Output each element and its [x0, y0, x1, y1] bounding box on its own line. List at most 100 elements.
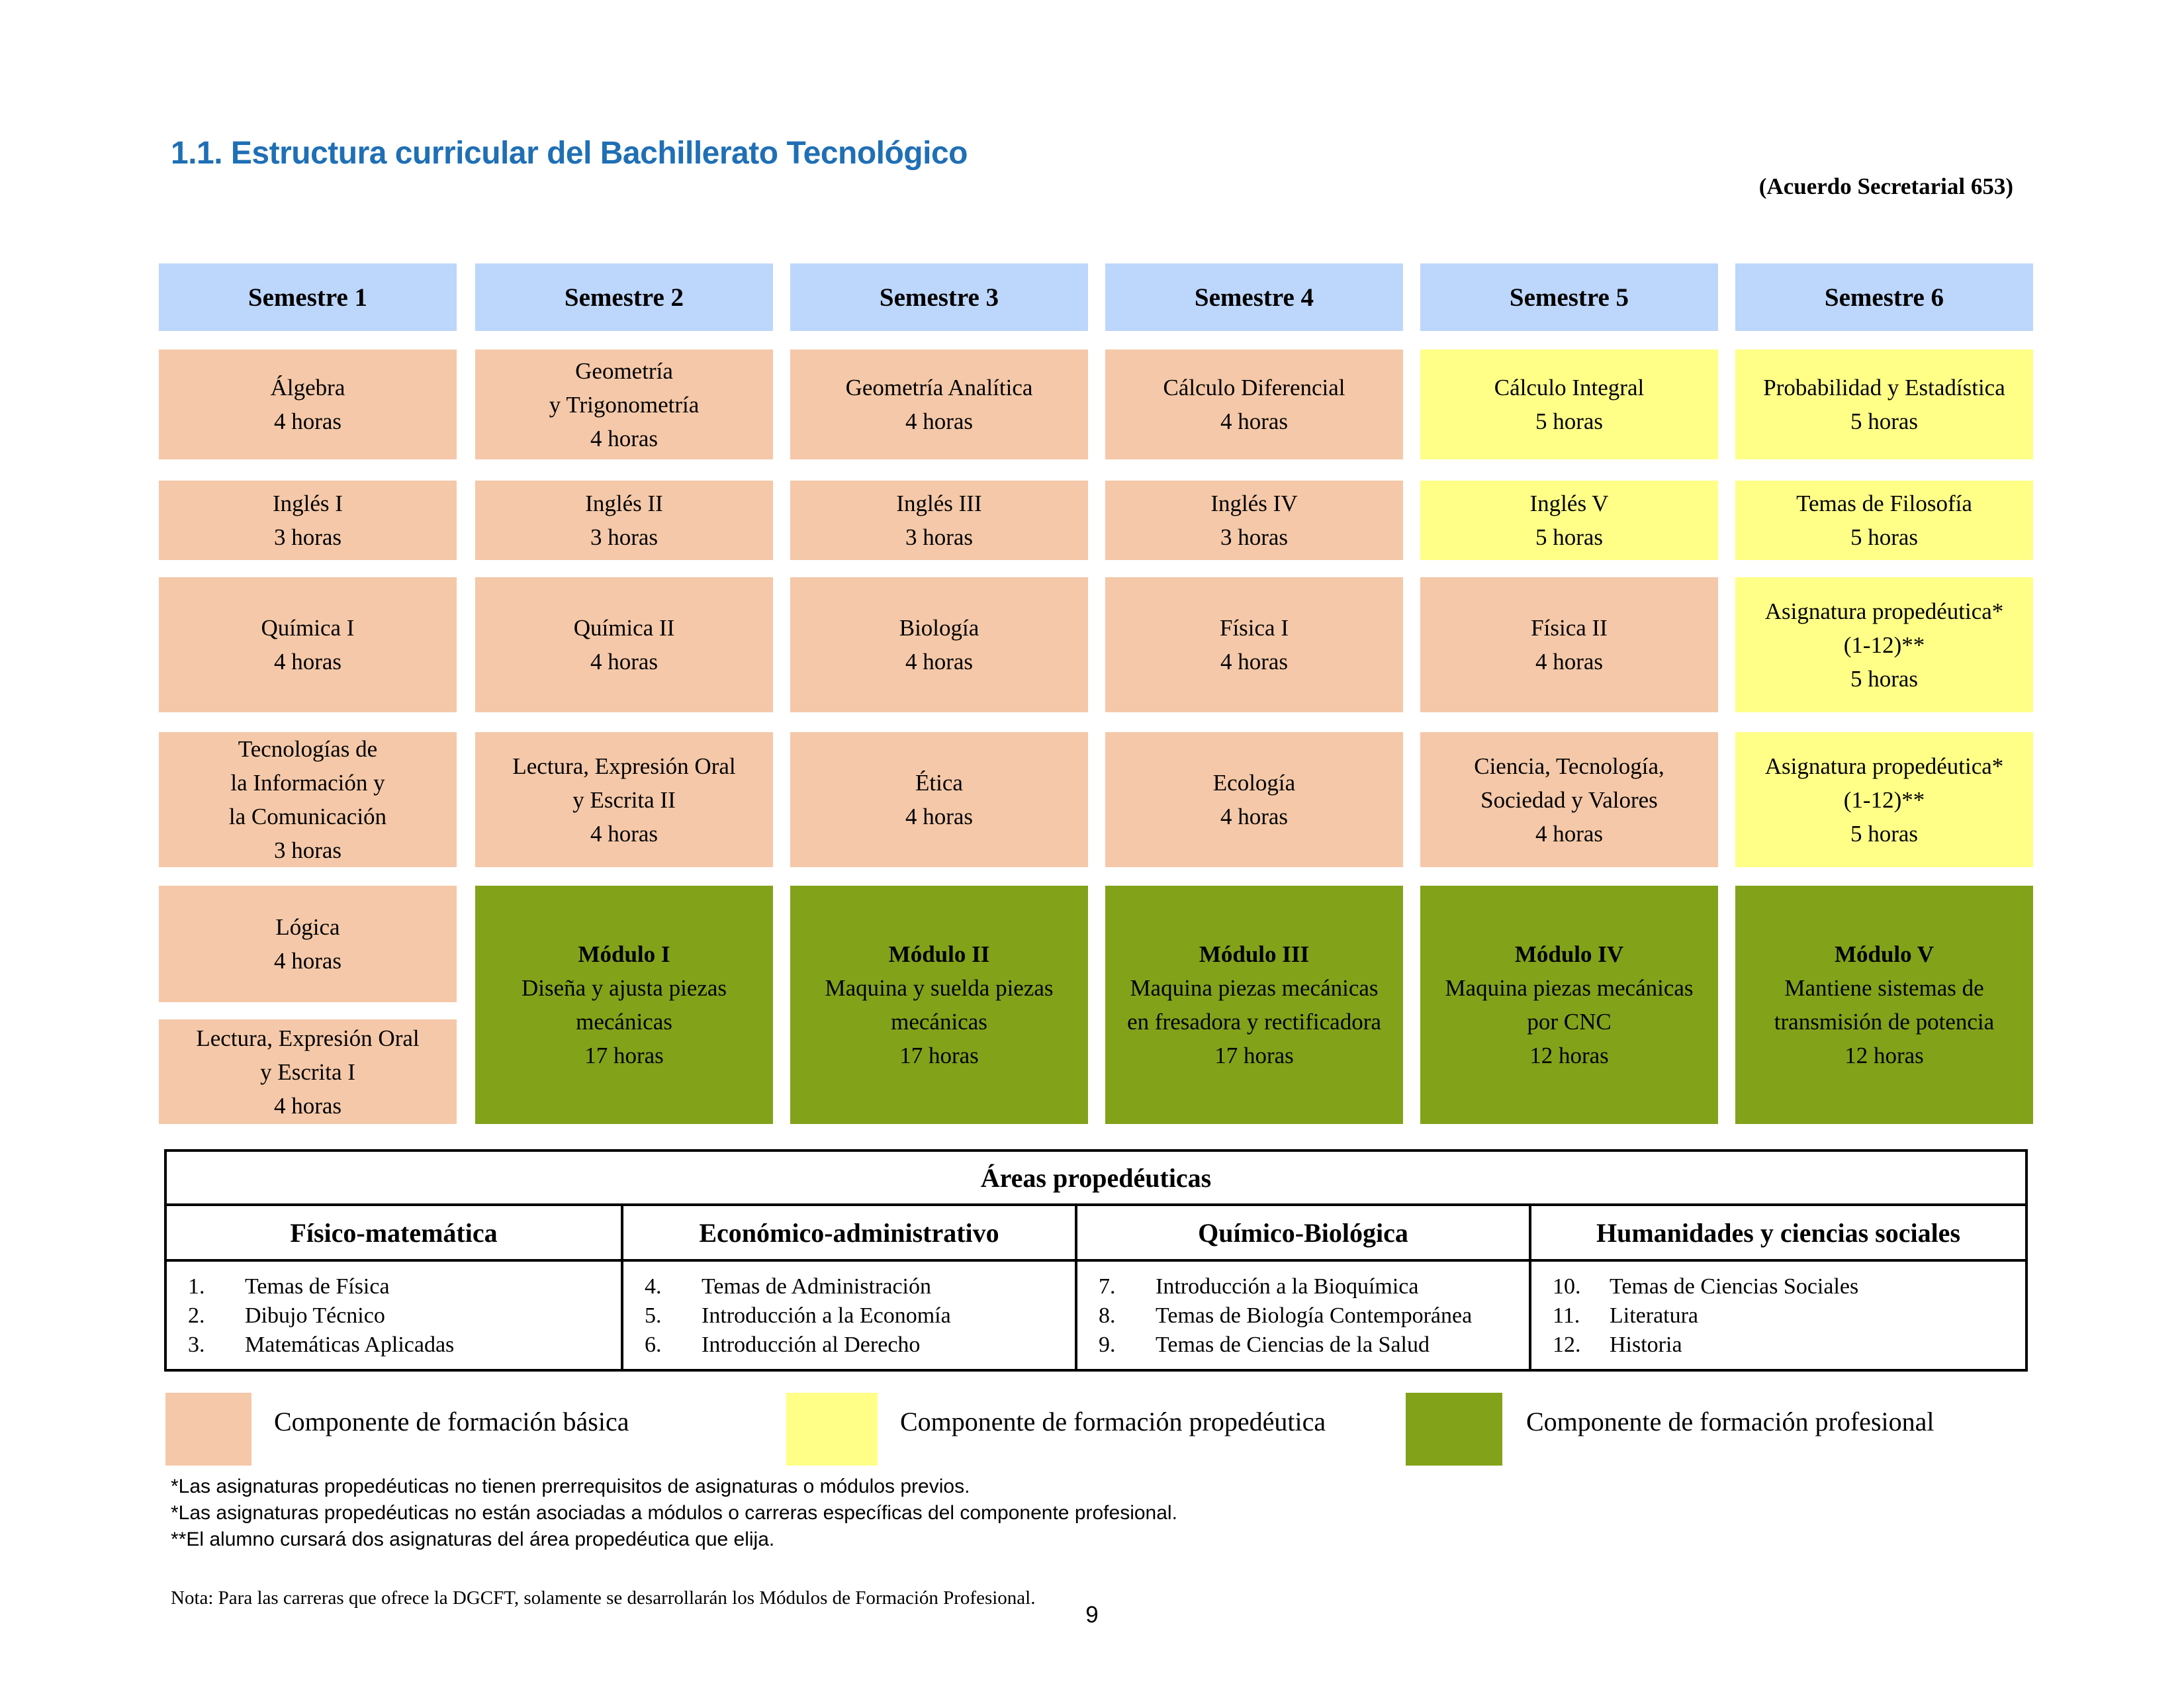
semester-header-label: Semestre 6: [1824, 283, 1944, 312]
subject-line: 5 horas: [1850, 408, 1919, 434]
subject-line: 17 horas: [1214, 1043, 1294, 1068]
module-title: Módulo IV: [1514, 941, 1624, 967]
module-cell: Módulo II Maquina y suelda piezas mecánica…: [790, 886, 1088, 1124]
subject-line: 4 horas: [1535, 649, 1604, 675]
list-item-text: Literatura: [1610, 1303, 1699, 1328]
module-title: Módulo II: [888, 941, 990, 967]
subject-cell: Física II 4 horas: [1420, 577, 1718, 712]
module-title: Módulo I: [578, 941, 670, 967]
module-cell: Módulo IV Maquina piezas mecánicas por CNC…: [1420, 886, 1718, 1124]
subject-line: 5 horas: [1850, 820, 1919, 847]
subject-line: y Trigonometría: [549, 391, 700, 418]
subject-line: 4 horas: [273, 1092, 342, 1119]
page-number: 9: [1085, 1602, 1099, 1628]
list-item: 4. Temas de Administración: [645, 1272, 1075, 1301]
subject-cell: Física I 4 horas: [1105, 577, 1403, 712]
agreement-reference: (Acuerdo Secretarial 653): [1758, 173, 2013, 199]
semester-header-label: Semestre 4: [1194, 283, 1314, 312]
subject-line: Probabilidad y Estadística: [1763, 375, 2005, 400]
subject-cell: Inglés V 5 horas: [1420, 481, 1718, 560]
list-item-number: 10.: [1553, 1274, 1581, 1299]
list-item: 8. Temas de Biología Contemporánea: [1099, 1301, 1529, 1331]
list-item-number: 7.: [1099, 1274, 1116, 1299]
list-item-text: Temas de Física: [245, 1274, 390, 1299]
subject-cell: Ciencia, Tecnología, Sociedad y Valores 4 …: [1420, 732, 1718, 867]
area-column: Económico-administrativo 4. Temas de Admin…: [621, 1206, 1075, 1369]
subject-line: Ciencia, Tecnología,: [1474, 753, 1664, 779]
list-item: 9. Temas de Ciencias de la Salud: [1099, 1331, 1529, 1360]
list-item-number: 1.: [188, 1274, 205, 1299]
subject-line: 5 horas: [1535, 524, 1604, 550]
list-item-text: Introducción a la Bioquímica: [1156, 1274, 1419, 1299]
subject-line: Ética: [915, 770, 963, 796]
subject-cell: Química II 4 horas: [475, 577, 773, 712]
areas-title: Áreas propedéuticas: [167, 1152, 2025, 1206]
subject-line: 4 horas: [273, 649, 342, 675]
subject-line: Geometría Analítica: [845, 375, 1033, 400]
area-heading: Humanidades y ciencias sociales: [1531, 1206, 2025, 1262]
list-item-text: Dibujo Técnico: [245, 1303, 385, 1328]
semester-header: Semestre 5: [1420, 263, 1718, 331]
subject-line: la Comunicación: [228, 804, 387, 829]
subject-line: Inglés V: [1529, 491, 1609, 516]
subject-cell: Geometría Analítica 4 horas: [790, 350, 1088, 459]
subject-cell: Álgebra 4 horas: [159, 350, 457, 459]
subject-line: transmisión de potencia: [1774, 1009, 1995, 1035]
footnote: *Las asignaturas propedéuticas no están …: [171, 1502, 1177, 1524]
semester-header: Semestre 1: [159, 263, 457, 331]
subject-line: 3 horas: [273, 524, 342, 550]
subject-cell: Inglés III 3 horas: [790, 481, 1088, 560]
subject-line: mecánicas: [576, 1009, 672, 1035]
area-list: 10. Temas de Ciencias Sociales 11. Literatu…: [1531, 1262, 2025, 1360]
subject-line: 4 horas: [590, 425, 659, 451]
subject-line: 3 horas: [905, 524, 974, 550]
subject-line: Maquina piezas mecánicas: [1445, 975, 1694, 1001]
subject-line: Lectura, Expresión Oral: [512, 753, 736, 779]
subject-line: 3 horas: [1220, 524, 1289, 550]
semester-header: Semestre 2: [475, 263, 773, 331]
list-item-text: Temas de Ciencias de la Salud: [1156, 1333, 1430, 1357]
subject-line: Inglés IV: [1210, 491, 1298, 516]
footnote: *Las asignaturas propedéuticas no tienen…: [171, 1476, 970, 1497]
subject-line: 4 horas: [1220, 804, 1289, 829]
subject-line: 17 horas: [584, 1043, 664, 1068]
list-item: 3. Matemáticas Aplicadas: [188, 1331, 621, 1360]
subject-cell: Geometría y Trigonometría 4 horas: [475, 350, 773, 459]
subject-line: Inglés I: [273, 491, 343, 516]
subject-line: Física II: [1531, 615, 1608, 641]
subject-line: Sociedad y Valores: [1480, 786, 1658, 813]
subject-line: Diseña y ajusta piezas: [521, 975, 727, 1001]
subject-line: Asignatura propedéutica*: [1764, 598, 2004, 624]
subject-cell: Lectura, Expresión Oral y Escrita I 4 hora…: [159, 1019, 457, 1124]
list-item-number: 4.: [645, 1274, 662, 1299]
list-item-number: 11.: [1553, 1303, 1580, 1328]
subject-line: Geometría: [575, 357, 673, 384]
subject-line: 4 horas: [273, 948, 342, 974]
legend-swatch-basic: [165, 1393, 251, 1466]
subject-line: 5 horas: [1850, 524, 1919, 550]
legend-label-basic: Componente de formación básica: [274, 1407, 629, 1436]
semester-header: Semestre 6: [1735, 263, 2033, 331]
subject-cell: Temas de Filosofía 5 horas: [1735, 481, 2033, 560]
list-item-text: Introducción a la Economía: [702, 1303, 951, 1328]
area-heading: Físico-matemática: [167, 1206, 621, 1262]
subject-line: Mantiene sistemas de: [1784, 975, 1984, 1001]
subject-cell: Biología 4 horas: [790, 577, 1088, 712]
list-item: 5. Introducción a la Economía: [645, 1301, 1075, 1331]
subject-line: 4 horas: [590, 820, 659, 847]
subject-line: por CNC: [1527, 1009, 1612, 1035]
area-list: 1. Temas de Física 2. Dibujo Técnico 3. Matem…: [167, 1262, 621, 1360]
semester-header: Semestre 3: [790, 263, 1088, 331]
subject-line: 12 horas: [1529, 1043, 1609, 1068]
subject-line: (1-12)**: [1843, 632, 1925, 658]
list-item-text: Temas de Biología Contemporánea: [1156, 1303, 1473, 1328]
areas-propedeuticas-table: Áreas propedéuticas Físico-matemática 1. T…: [164, 1149, 2028, 1372]
subject-cell: Inglés IV 3 horas: [1105, 481, 1403, 560]
semester-header-label: Semestre 2: [564, 283, 684, 312]
list-item: 2. Dibujo Técnico: [188, 1301, 621, 1331]
subject-line: 4 horas: [273, 408, 342, 434]
subject-line: 4 horas: [590, 649, 659, 675]
subject-cell: Asignatura propedéutica* (1-12)** 5 horas: [1735, 577, 2033, 712]
subject-line: Ecología: [1212, 770, 1296, 796]
area-heading: Económico-administrativo: [623, 1206, 1075, 1262]
